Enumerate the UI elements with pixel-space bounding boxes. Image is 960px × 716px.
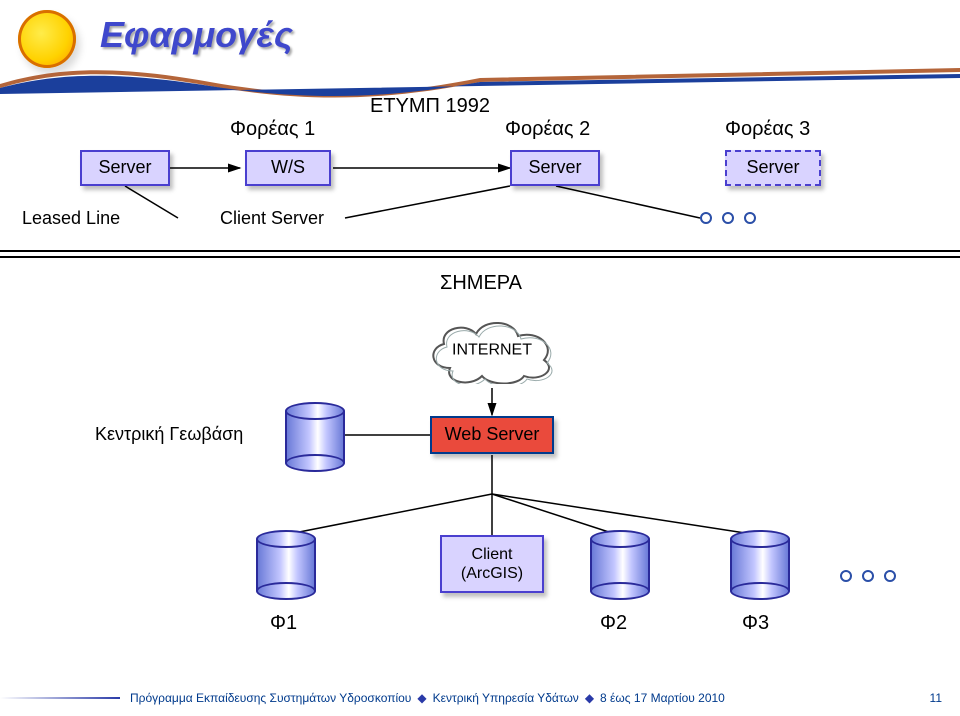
box-server-1: Server [80, 150, 170, 186]
diagram-area: ΕΤΥΜΠ 1992 Φορέας 1 Φορέας 2 Φορέας 3 Se… [0, 90, 960, 670]
box-ws-label: W/S [271, 157, 305, 179]
box-server-3: Server [725, 150, 821, 186]
page-number: 11 [930, 691, 942, 705]
label-leased-line: Leased Line [22, 208, 120, 229]
internet-cloud: INTERNET [422, 318, 562, 384]
phi-label-3: Φ3 [742, 612, 769, 635]
wave-divider [0, 58, 960, 86]
footer-text-3: 8 έως 17 Μαρτίου 2010 [600, 691, 725, 705]
cylinder-phi1 [256, 530, 316, 600]
box-server-2-label: Server [528, 157, 581, 179]
box-web-server-label: Web Server [445, 424, 540, 446]
box-client-line2: (ArcGIS) [461, 564, 523, 583]
section-title-today: ΣΗΜΕΡΑ [440, 272, 522, 295]
page-title: Εφαρμογές [100, 14, 293, 56]
label-client-server: Client Server [220, 208, 324, 229]
ellipsis-dots-bottom [840, 570, 896, 582]
col-label-3: Φορέας 3 [725, 118, 810, 141]
col-label-2: Φορέας 2 [505, 118, 590, 141]
cylinder-phi3 [730, 530, 790, 600]
box-client-arcgis: Client (ArcGIS) [440, 535, 544, 593]
footer-text-2: Κεντρική Υπηρεσία Υδάτων [433, 691, 579, 705]
internet-cloud-label: INTERNET [452, 341, 532, 359]
box-server-1-label: Server [98, 157, 151, 179]
cylinder-phi2 [590, 530, 650, 600]
box-ws: W/S [245, 150, 331, 186]
box-server-2: Server [510, 150, 600, 186]
footer: Πρόγραμμα Εκπαίδευσης Συστημάτων Υδροσκο… [0, 688, 960, 708]
footer-sep-2: ◆ [585, 691, 594, 705]
phi-label-2: Φ2 [600, 612, 627, 635]
cylinder-geobase [285, 402, 345, 472]
separator-line-1 [0, 250, 960, 252]
box-web-server: Web Server [430, 416, 554, 454]
separator-line-2 [0, 256, 960, 258]
phi-label-1: Φ1 [270, 612, 297, 635]
footer-text-1: Πρόγραμμα Εκπαίδευσης Συστημάτων Υδροσκο… [130, 691, 411, 705]
box-client-line1: Client [472, 545, 513, 564]
box-server-3-label: Server [746, 157, 799, 179]
header-banner: Εφαρμογές [0, 0, 960, 90]
section-title-etymp: ΕΤΥΜΠ 1992 [370, 95, 490, 118]
label-geobase: Κεντρική Γεωβάση [95, 424, 243, 445]
col-label-1: Φορέας 1 [230, 118, 315, 141]
ellipsis-dots-top [700, 212, 756, 224]
footer-sep-1: ◆ [417, 691, 426, 705]
